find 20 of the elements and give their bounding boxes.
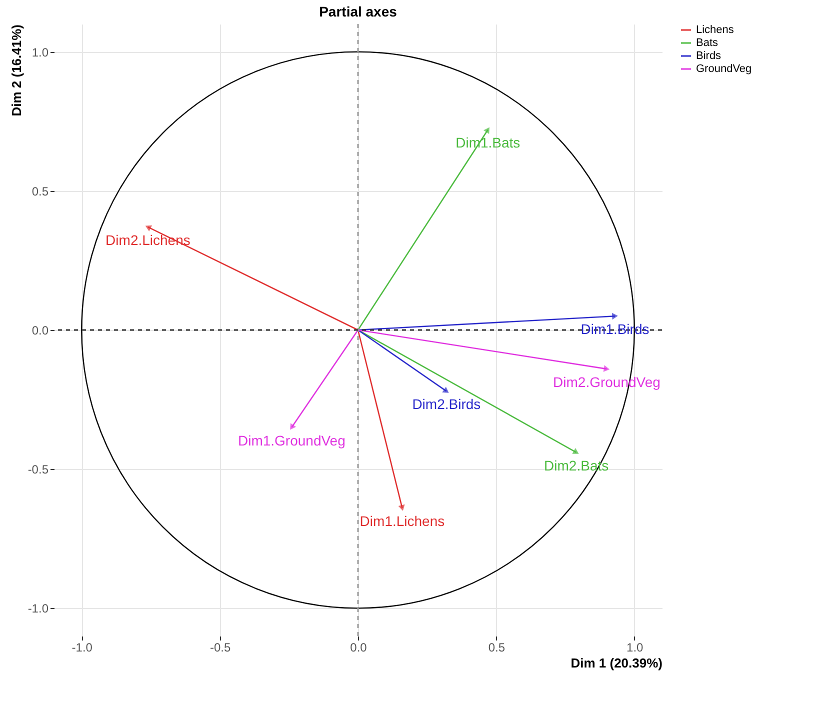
legend-label: Lichens [696, 24, 734, 36]
x-tick-label: -1.0 [72, 640, 93, 654]
x-tick-label: 1.0 [626, 640, 644, 654]
y-tick-label: 0.5 [32, 184, 49, 198]
y-tick-label: 1.0 [32, 45, 49, 60]
x-axis-title: Dim 1 (20.39%) [570, 656, 662, 670]
chart-title: Partial axes [319, 3, 398, 20]
x-tick-label: -0.5 [210, 640, 231, 654]
x-tick-label: 0.0 [350, 640, 368, 654]
legend-label: Birds [696, 50, 722, 62]
y-axis-title: Dim 2 (16.41%) [8, 24, 24, 116]
data-label: Dim1.GroundVeg [238, 432, 346, 448]
legend-label: Bats [696, 37, 719, 49]
legend-label: GroundVeg [696, 63, 752, 75]
y-tick-label: -1.0 [28, 602, 49, 616]
x-tick-label: 0.5 [488, 640, 506, 654]
y-tick-label: -0.5 [28, 462, 49, 477]
y-tick-label: 0.0 [32, 324, 49, 338]
data-label: Dim1.Lichens [360, 513, 445, 530]
data-label: Dim2.Birds [412, 396, 481, 412]
